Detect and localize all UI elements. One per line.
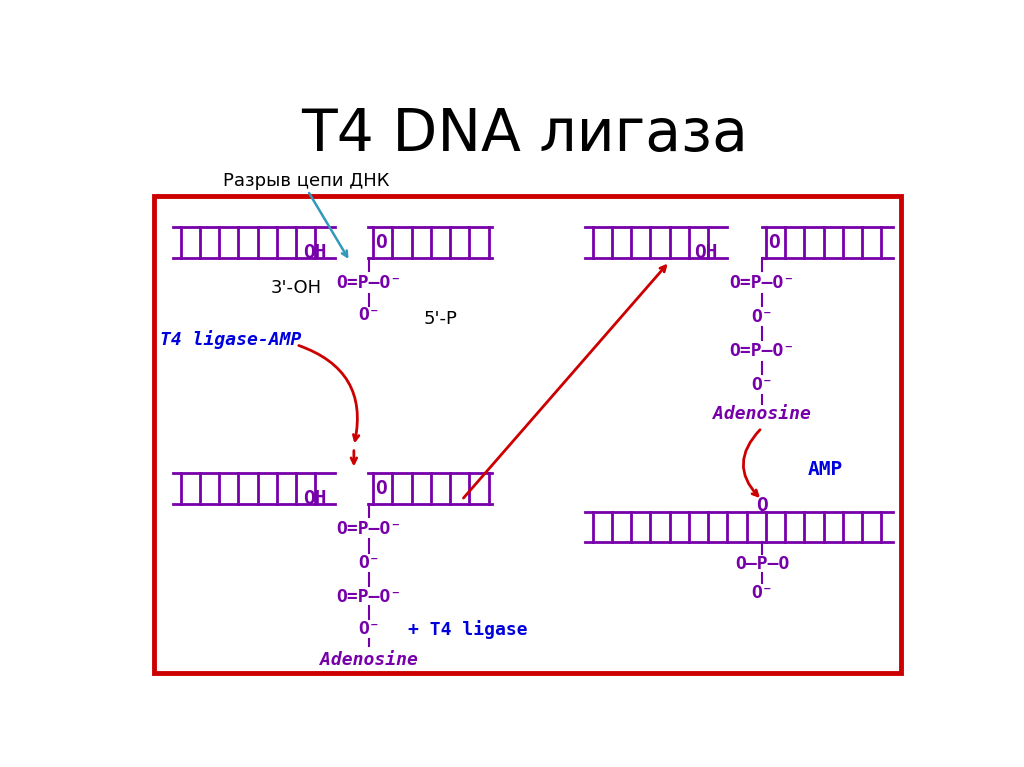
Text: O⁻: O⁻ <box>751 376 773 393</box>
Text: AMP: AMP <box>808 460 844 479</box>
Text: + T4 ligase: + T4 ligase <box>408 620 527 639</box>
Text: Adenosine: Adenosine <box>713 405 811 423</box>
Text: O=P–O⁻: O=P–O⁻ <box>729 342 795 360</box>
Text: O: O <box>376 232 387 252</box>
Text: O⁻: O⁻ <box>751 584 773 601</box>
Text: O: O <box>756 496 768 515</box>
Text: O⁻: O⁻ <box>358 621 380 638</box>
Text: T4 ligase-AMP: T4 ligase-AMP <box>160 331 301 350</box>
Text: O: O <box>376 479 387 498</box>
Text: O=P–O⁻: O=P–O⁻ <box>337 588 401 606</box>
Text: O⁻: O⁻ <box>751 308 773 326</box>
Text: O=P–O⁻: O=P–O⁻ <box>337 519 401 538</box>
Text: O=P–O⁻: O=P–O⁻ <box>337 274 401 292</box>
Text: OH: OH <box>303 242 327 262</box>
Text: Разрыв цепи ДНК: Разрыв цепи ДНК <box>223 172 389 189</box>
Text: OH: OH <box>694 242 718 262</box>
Text: 3'-OH: 3'-OH <box>270 279 322 298</box>
Text: T4 DNA лигаза: T4 DNA лигаза <box>301 106 749 163</box>
Text: 5'-P: 5'-P <box>423 310 457 328</box>
Text: O⁻: O⁻ <box>358 555 380 572</box>
Text: O=P–O⁻: O=P–O⁻ <box>729 274 795 292</box>
Bar <box>154 196 900 673</box>
Text: O⁻: O⁻ <box>358 306 380 324</box>
Text: OH: OH <box>303 489 327 508</box>
Text: Adenosine: Adenosine <box>321 650 418 669</box>
Text: O: O <box>768 232 780 252</box>
Text: O–P–O: O–P–O <box>735 555 790 573</box>
